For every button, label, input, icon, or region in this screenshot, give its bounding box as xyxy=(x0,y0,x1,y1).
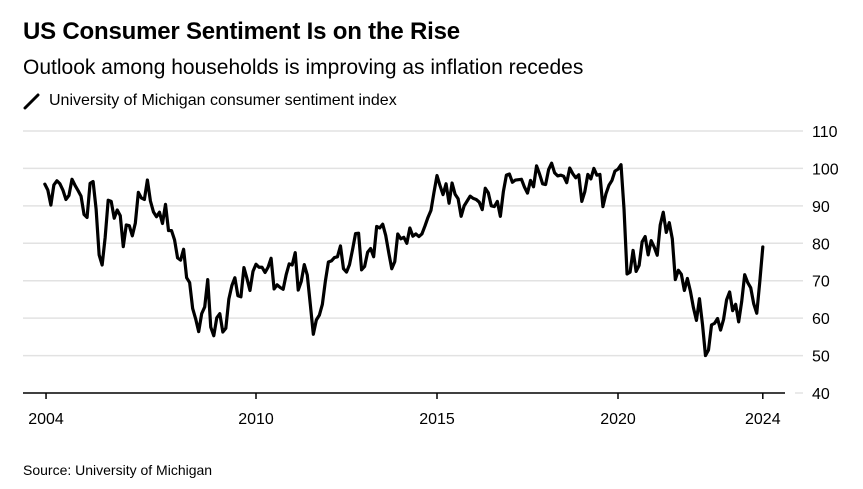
y-tick-label: 80 xyxy=(812,236,830,253)
y-tick-label: 50 xyxy=(812,349,830,366)
legend: University of Michigan consumer sentimen… xyxy=(23,92,397,110)
y-tick-label: 110 xyxy=(812,124,838,141)
x-tick-label: 2024 xyxy=(745,411,781,428)
series-line-consumer-sentiment xyxy=(43,161,765,358)
line-swatch-icon xyxy=(23,92,41,110)
y-tick-label: 90 xyxy=(812,199,830,216)
gridlines xyxy=(23,130,803,394)
chart-subtitle: Outlook among households is improving as… xyxy=(23,56,584,79)
x-tick-label: 2020 xyxy=(600,411,636,428)
y-tick-label: 100 xyxy=(812,161,839,178)
x-axis: 2004 2010 2015 2020 2024 xyxy=(28,393,781,428)
y-tick-label: 60 xyxy=(812,311,830,328)
x-tick-label: 2010 xyxy=(238,411,274,428)
y-tick-label: 40 xyxy=(812,386,830,403)
legend-label: University of Michigan consumer sentimen… xyxy=(49,92,397,109)
y-tick-label: 70 xyxy=(812,274,830,291)
chart-title: US Consumer Sentiment Is on the Rise xyxy=(23,18,460,45)
x-tick-label: 2015 xyxy=(419,411,455,428)
x-tick-label: 2004 xyxy=(28,411,64,428)
source-note: Source: University of Michigan xyxy=(23,462,213,478)
y-axis: 40 50 60 70 80 90 100 110 xyxy=(812,124,839,403)
